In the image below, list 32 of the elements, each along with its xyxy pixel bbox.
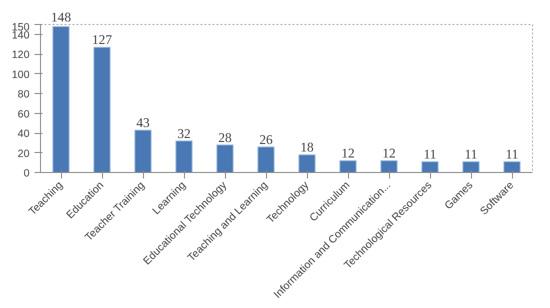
data-label: 148 bbox=[51, 9, 72, 24]
bar bbox=[52, 26, 70, 172]
bar bbox=[257, 146, 275, 172]
y-tick-label: 40 bbox=[18, 128, 30, 140]
bar bbox=[93, 46, 111, 172]
y-tick-label: 140 bbox=[12, 29, 30, 42]
bar bbox=[216, 144, 234, 172]
bar bbox=[503, 161, 521, 172]
y-tick-label: 120 bbox=[12, 49, 30, 62]
bar bbox=[380, 160, 398, 172]
data-label: 127 bbox=[92, 32, 112, 48]
data-label: 11 bbox=[506, 146, 518, 162]
data-label: 43 bbox=[136, 115, 150, 130]
bar bbox=[175, 140, 193, 172]
data-label: 28 bbox=[218, 130, 232, 145]
data-label: 12 bbox=[341, 146, 355, 161]
data-label: 26 bbox=[259, 132, 273, 147]
bar bbox=[134, 130, 152, 172]
bar bbox=[462, 161, 480, 172]
bar bbox=[339, 160, 357, 172]
y-tick-label: 100 bbox=[12, 68, 30, 81]
data-label: 11 bbox=[424, 146, 436, 162]
data-label: 12 bbox=[382, 146, 396, 161]
bar bbox=[421, 161, 439, 172]
y-tick-label: 60 bbox=[18, 108, 30, 120]
y-tick-label: 0 bbox=[24, 168, 30, 180]
y-tick-label: 20 bbox=[18, 148, 30, 160]
bar bbox=[298, 154, 316, 172]
y-tick-label: 80 bbox=[18, 88, 30, 101]
data-label: 32 bbox=[177, 126, 191, 141]
data-label: 18 bbox=[300, 140, 314, 155]
data-label: 11 bbox=[464, 146, 478, 162]
